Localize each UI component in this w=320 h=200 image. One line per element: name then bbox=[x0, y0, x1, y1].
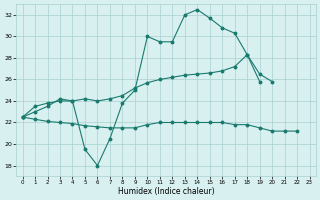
X-axis label: Humidex (Indice chaleur): Humidex (Indice chaleur) bbox=[118, 187, 214, 196]
